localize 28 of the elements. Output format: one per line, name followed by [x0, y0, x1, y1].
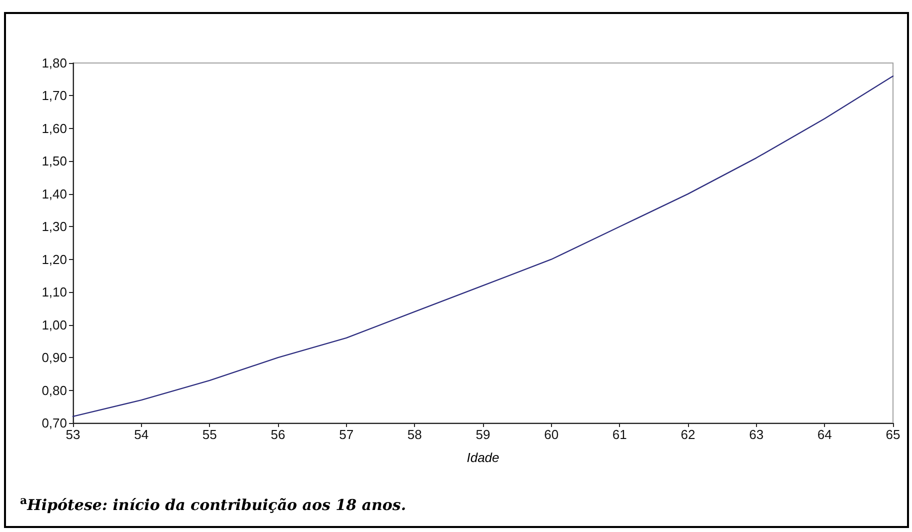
y-tick-label: 0,80: [42, 382, 67, 398]
y-tick-label: 1,30: [42, 219, 67, 234]
x-tick-label: 55: [202, 427, 217, 442]
y-tick-label: 0,70: [42, 416, 67, 430]
x-tick-label: 61: [612, 427, 627, 442]
y-tick-label: 0,90: [42, 350, 67, 366]
x-tick-label: 57: [339, 427, 354, 442]
x-tick-label: 65: [886, 427, 900, 442]
x-tick-label: 62: [680, 427, 696, 442]
x-tick-label: 63: [749, 427, 764, 442]
y-tick-label: 1,70: [42, 88, 67, 104]
x-tick-label: 53: [66, 427, 80, 442]
y-tick-label: 1,80: [42, 56, 67, 70]
x-tick-label: 54: [134, 427, 149, 442]
y-tick-label: 1,20: [42, 252, 67, 267]
x-tick-label: 60: [544, 427, 559, 442]
x-axis-title: Idade: [466, 450, 500, 465]
y-tick-label: 1,60: [42, 120, 67, 136]
x-tick-label: 59: [476, 427, 490, 442]
x-tick-label: 64: [817, 427, 832, 442]
x-tick-label: 58: [407, 427, 422, 442]
line-series: [72, 75, 894, 418]
y-tick-label: 1,40: [42, 186, 67, 202]
text: $^{a}$Hipótese: início da contribuição aos 18 anos.: [20, 494, 406, 514]
y-tick-label: 1,10: [42, 284, 67, 300]
x-tick-label: 56: [270, 427, 286, 442]
y-tick-label: 1,00: [42, 317, 67, 332]
y-tick-label: 1,50: [42, 154, 67, 169]
